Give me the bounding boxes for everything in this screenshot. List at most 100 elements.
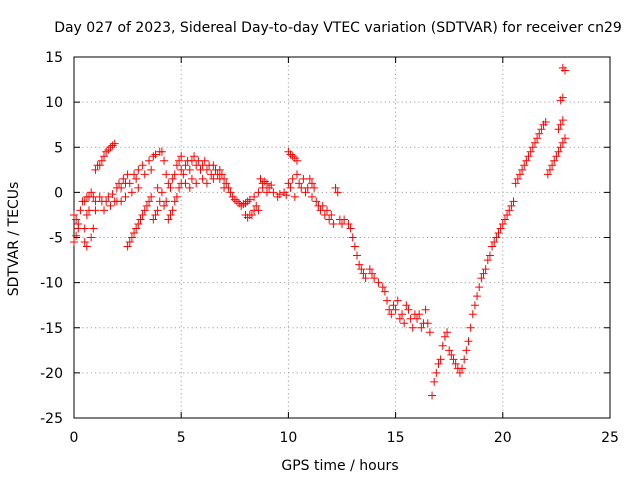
data-point [325,215,334,224]
data-point [243,197,252,206]
x-axis-label: GPS time / hours [281,458,398,474]
data-point [138,210,147,219]
data-point [505,206,514,215]
data-point [187,174,196,183]
data-point [110,139,119,148]
data-point [432,368,441,377]
data-point [215,165,224,174]
data-point [451,359,460,368]
data-point [147,165,156,174]
data-point [475,283,484,292]
data-point [466,323,475,332]
data-point [172,192,181,201]
data-point [344,219,353,228]
data-point [138,161,147,170]
data-point [260,177,269,186]
data-point [168,174,177,183]
data-point [288,174,297,183]
data-point [558,63,567,72]
data-point [361,274,370,283]
data-point [241,199,250,208]
data-point [140,170,149,179]
data-point [282,191,291,200]
data-point [380,287,389,296]
data-point [503,210,512,219]
data-point [295,179,304,188]
data-point [149,215,158,224]
data-point [177,152,186,161]
data-point [181,179,190,188]
data-point [106,143,115,152]
y-tick-label: -10 [40,276,63,292]
data-point [398,310,407,319]
data-point [72,215,81,224]
data-point [535,129,544,138]
data-point [473,292,482,301]
data-point [145,197,154,206]
data-point [153,206,162,215]
data-point [359,269,368,278]
data-point [434,359,443,368]
data-point [181,161,190,170]
data-point [548,161,557,170]
data-point [445,346,454,355]
data-point [87,188,96,197]
data-point [72,231,81,240]
data-point [117,183,126,192]
data-point [256,174,265,183]
data-point [162,170,171,179]
data-point [252,201,261,210]
data-point [220,174,229,183]
data-point [224,183,233,192]
data-point [157,188,166,197]
data-point [558,93,567,102]
data-point [383,296,392,305]
data-point [175,156,184,165]
data-point [127,233,136,242]
data-point [423,319,432,328]
data-point [526,147,535,156]
data-point [415,310,424,319]
data-point [136,215,145,224]
y-tick-label: 5 [54,140,63,156]
data-point [393,296,402,305]
data-point [179,170,188,179]
data-point [481,265,490,274]
data-point [117,197,126,206]
data-point [267,181,276,190]
data-point [462,346,471,355]
data-point [254,206,263,215]
data-point [247,210,256,219]
data-point [483,256,492,265]
data-point [513,174,522,183]
data-point [140,206,149,215]
data-point [449,355,458,364]
data-point [134,183,143,192]
x-axis: 0 5 10 15 20 25 [70,57,619,446]
x-tick-label: 20 [494,430,512,446]
data-point [134,219,143,228]
data-point [447,350,456,359]
data-point [130,170,139,179]
data-point [552,152,561,161]
data-point [455,368,464,377]
data-point [254,188,263,197]
data-point [307,192,316,201]
data-point [102,147,111,156]
data-point [485,251,494,260]
data-point [164,215,173,224]
data-point [322,206,331,215]
y-tick-label: -15 [40,321,63,337]
data-point [209,161,218,170]
data-point [166,210,175,219]
data-point [185,183,194,192]
data-point [275,190,284,199]
x-tick-label: 5 [177,430,186,446]
data-point [329,219,338,228]
data-point [185,165,194,174]
data-point [142,201,151,210]
y-tick-label: -25 [40,411,63,427]
y-axis-label: SDTVAR / TECUs [6,182,22,297]
data-point [239,200,248,209]
data-point [95,161,104,170]
